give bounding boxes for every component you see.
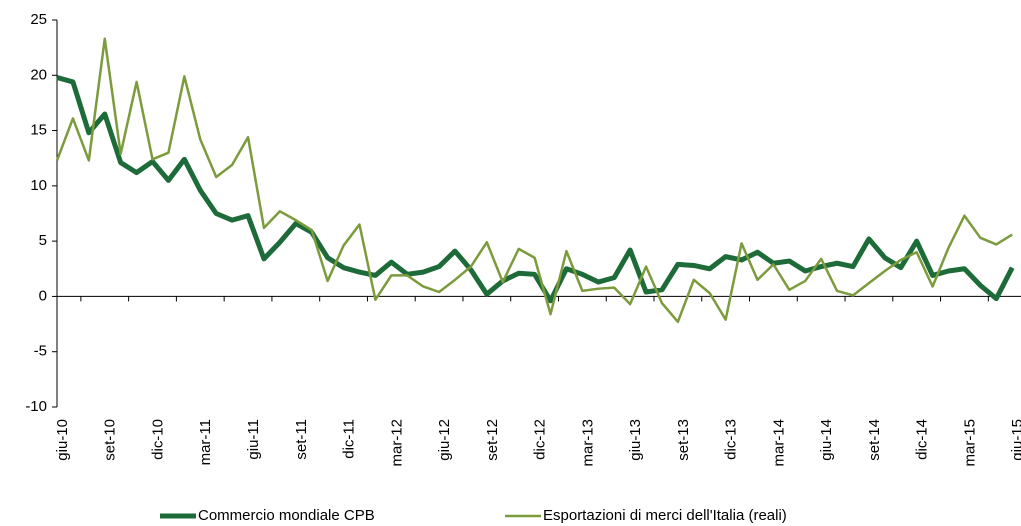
y-tick-label: 25 (30, 11, 47, 28)
series-line (56, 75, 1015, 304)
y-tick-label: -5 (34, 343, 47, 360)
x-tick-label: set-10 (102, 419, 119, 461)
x-tick-label: mar-13 (579, 419, 596, 467)
y-tick-label: 10 (30, 177, 47, 194)
x-tick-label: dic-12 (532, 419, 549, 460)
series-line (55, 37, 1013, 324)
x-tick-label: mar-11 (197, 419, 214, 465)
legend-label: Esportazioni di merci dell'Italia (reali… (543, 507, 787, 524)
x-tick-label: set-14 (866, 419, 883, 461)
x-tick-label: mar-14 (770, 419, 787, 467)
legend-label: Commercio mondiale CPB (198, 507, 375, 524)
x-tick-label: dic-14 (914, 419, 931, 460)
x-tick-label: giu-15 (1009, 419, 1021, 461)
x-tick-label: mar-12 (388, 419, 405, 467)
x-tick-label: dic-10 (149, 419, 166, 460)
x-tick-label: dic-11 (341, 419, 358, 459)
x-tick-label: mar-15 (961, 419, 978, 467)
x-tick-label: giu-12 (436, 419, 453, 461)
y-tick-label: 5 (39, 232, 47, 249)
x-tick-label: set-12 (484, 419, 501, 461)
x-tick-label: giu-10 (54, 419, 71, 461)
y-tick-label: -10 (25, 398, 47, 415)
x-tick-label: giu-14 (818, 419, 835, 461)
x-tick-label: giu-13 (627, 419, 644, 461)
y-tick-label: 20 (30, 66, 47, 83)
x-tick-label: set-11 (293, 419, 310, 460)
x-tick-label: giu-11 (245, 419, 262, 460)
x-tick-label: set-13 (675, 419, 692, 461)
x-tick-label: dic-13 (723, 419, 740, 460)
y-tick-label: 15 (30, 122, 47, 139)
y-tick-label: 0 (39, 287, 47, 304)
